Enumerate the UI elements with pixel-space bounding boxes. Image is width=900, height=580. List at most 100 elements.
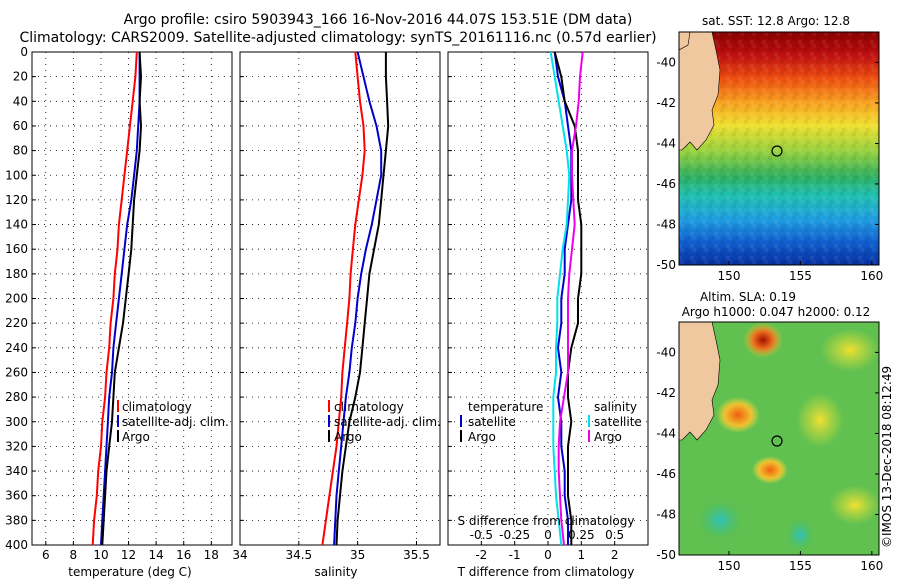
s-tick-label: 0.5 bbox=[605, 528, 624, 542]
map-y-tick-label: -40 bbox=[656, 55, 676, 69]
temperature-x-ticks: 6 8 10 12 14 16 18 bbox=[42, 548, 219, 562]
sla-map-frame bbox=[678, 321, 880, 556]
difference-legend-temperature: temperature satellite Argo bbox=[460, 400, 543, 444]
sst-argo-marker bbox=[771, 145, 783, 157]
x-tick-label: 8 bbox=[70, 548, 78, 562]
sst-land-tasmania bbox=[679, 32, 721, 151]
sla-eddy-3 bbox=[752, 456, 788, 484]
legend-swatch-satellite bbox=[328, 415, 330, 427]
series-line-t-argo bbox=[553, 51, 583, 545]
depth-tick-label: 120 bbox=[5, 193, 28, 207]
depth-tick-label: 400 bbox=[5, 538, 28, 552]
depth-tick-label: 80 bbox=[13, 144, 28, 158]
sla-eddy-2 bbox=[716, 397, 760, 433]
depth-tick-label: 260 bbox=[5, 365, 28, 379]
s-tick-label: -0.5 bbox=[470, 528, 493, 542]
map-y-tick-label: -44 bbox=[656, 426, 676, 440]
map-x-tick-label: 150 bbox=[718, 269, 741, 283]
depth-tick-label: 280 bbox=[5, 390, 28, 404]
x-tick-label: 12 bbox=[121, 548, 136, 562]
legend-swatch-s-argo bbox=[588, 430, 590, 442]
sla-map-panel: Altim. SLA: 0.19 Argo h1000: 0.047 h2000… bbox=[656, 290, 883, 573]
x-tick-label: 10 bbox=[93, 548, 108, 562]
depth-tick-label: 100 bbox=[5, 168, 28, 182]
legend-swatch-argo bbox=[117, 430, 119, 442]
difference-grid bbox=[448, 51, 648, 546]
x-tick-label: 35 bbox=[350, 548, 365, 562]
s-tick-label: -0.25 bbox=[499, 528, 530, 542]
temperature-grid bbox=[32, 51, 232, 546]
series-line-s-argo bbox=[557, 51, 584, 546]
t-difference-xlabel: T difference from climatology bbox=[457, 565, 635, 579]
map-y-tick-label: -46 bbox=[656, 177, 676, 191]
depth-tick-label: 360 bbox=[5, 489, 28, 503]
legend-argo: Argo bbox=[122, 430, 150, 444]
legend-s-argo: Argo bbox=[594, 430, 622, 444]
depth-tick-label: 380 bbox=[5, 513, 28, 527]
map-y-tick-label: -48 bbox=[656, 507, 676, 521]
temperature-lines bbox=[91, 51, 142, 546]
sla-anomaly-4 bbox=[820, 328, 879, 372]
salinity-legend: climatology satellite-adj. clim. Argo bbox=[328, 400, 441, 444]
salinity-panel: 34 34.5 35 35.5 salinity climatology satell… bbox=[232, 51, 441, 579]
x-tick-label: 2 bbox=[611, 548, 619, 562]
salinity-grid bbox=[239, 51, 440, 546]
depth-tick-label: 0 bbox=[20, 45, 28, 59]
series-line-s-satellite bbox=[549, 51, 571, 546]
depth-tick-labels: 0 20 40 60 80 100 120 140 160 180 200 220 240 260 280 3… bbox=[5, 45, 28, 552]
sst-map-ticks: 150 155 160 -40 -42 -44 -46 -48 -50 bbox=[656, 55, 883, 283]
legend-s-satellite: satellite bbox=[594, 415, 642, 429]
x-tick-label: 14 bbox=[148, 548, 163, 562]
legend-swatch-argo bbox=[328, 430, 330, 442]
x-tick-label: -2 bbox=[475, 548, 487, 562]
legend-t-satellite: satellite bbox=[468, 415, 516, 429]
legend-salinity-heading: salinity bbox=[594, 400, 637, 414]
sla-map-image bbox=[679, 322, 879, 555]
sla-anomaly-6 bbox=[829, 485, 879, 525]
sla-anomaly-8 bbox=[786, 519, 814, 551]
temperature-legend: climatology satellite-adj. clim. Argo bbox=[117, 400, 229, 444]
series-line-climatology bbox=[321, 51, 366, 546]
salinity-x-ticks: 34 34.5 35 35.5 bbox=[232, 548, 429, 562]
sla-eddy-1 bbox=[743, 322, 783, 358]
sla-map-subtitle: Argo h1000: 0.047 h2000: 0.12 bbox=[682, 305, 871, 319]
depth-tick-label: 40 bbox=[13, 94, 28, 108]
s-difference-xlabel: S difference from climatology bbox=[458, 514, 635, 528]
s-tick-label: 0.25 bbox=[568, 528, 595, 542]
sla-map-ticks: 150 155 160 -40 -42 -44 -46 -48 -50 bbox=[656, 345, 883, 573]
title-line-1: Argo profile: csiro 5903943_166 16-Nov-2… bbox=[124, 12, 633, 28]
map-y-tick-label: -50 bbox=[656, 548, 676, 562]
difference-legend-salinity: salinity satellite Argo bbox=[588, 400, 642, 444]
legend-swatch-climatology bbox=[117, 400, 119, 412]
x-tick-label: 18 bbox=[204, 548, 219, 562]
temperature-panel: 6 8 10 12 14 16 18 temperature (deg C) climato… bbox=[31, 51, 233, 579]
x-tick-label: -1 bbox=[509, 548, 521, 562]
depth-tick-label: 220 bbox=[5, 316, 28, 330]
depth-tick-label: 180 bbox=[5, 267, 28, 281]
difference-lines bbox=[549, 51, 584, 546]
x-tick-label: 35.5 bbox=[403, 548, 430, 562]
temperature-xlabel: temperature (deg C) bbox=[68, 565, 191, 579]
depth-tick-label: 340 bbox=[5, 464, 28, 478]
difference-x-ticks: -2 -1 0 1 2 bbox=[475, 548, 618, 562]
series-line-satellite-adj-clim- bbox=[333, 51, 383, 546]
salinity-lines bbox=[321, 51, 390, 546]
x-tick-label: 6 bbox=[42, 548, 50, 562]
legend-climatology: climatology bbox=[334, 400, 404, 414]
map-y-tick-label: -48 bbox=[656, 217, 676, 231]
sst-map-image bbox=[679, 32, 879, 265]
depth-tick-label: 320 bbox=[5, 439, 28, 453]
map-x-tick-label: 150 bbox=[718, 559, 741, 573]
map-y-tick-label: -50 bbox=[656, 258, 676, 272]
depth-tick-label: 300 bbox=[5, 415, 28, 429]
depth-tick-label: 60 bbox=[13, 119, 28, 133]
map-y-tick-label: -42 bbox=[656, 96, 676, 110]
sst-map-title: sat. SST: 12.8 Argo: 12.8 bbox=[702, 14, 850, 28]
x-tick-label: 34 bbox=[232, 548, 247, 562]
depth-tick-label: 200 bbox=[5, 292, 28, 306]
x-tick-label: 1 bbox=[578, 548, 586, 562]
legend-satellite: satellite-adj. clim. bbox=[334, 415, 441, 429]
legend-temperature-heading: temperature bbox=[468, 400, 543, 414]
depth-tick-label: 240 bbox=[5, 341, 28, 355]
